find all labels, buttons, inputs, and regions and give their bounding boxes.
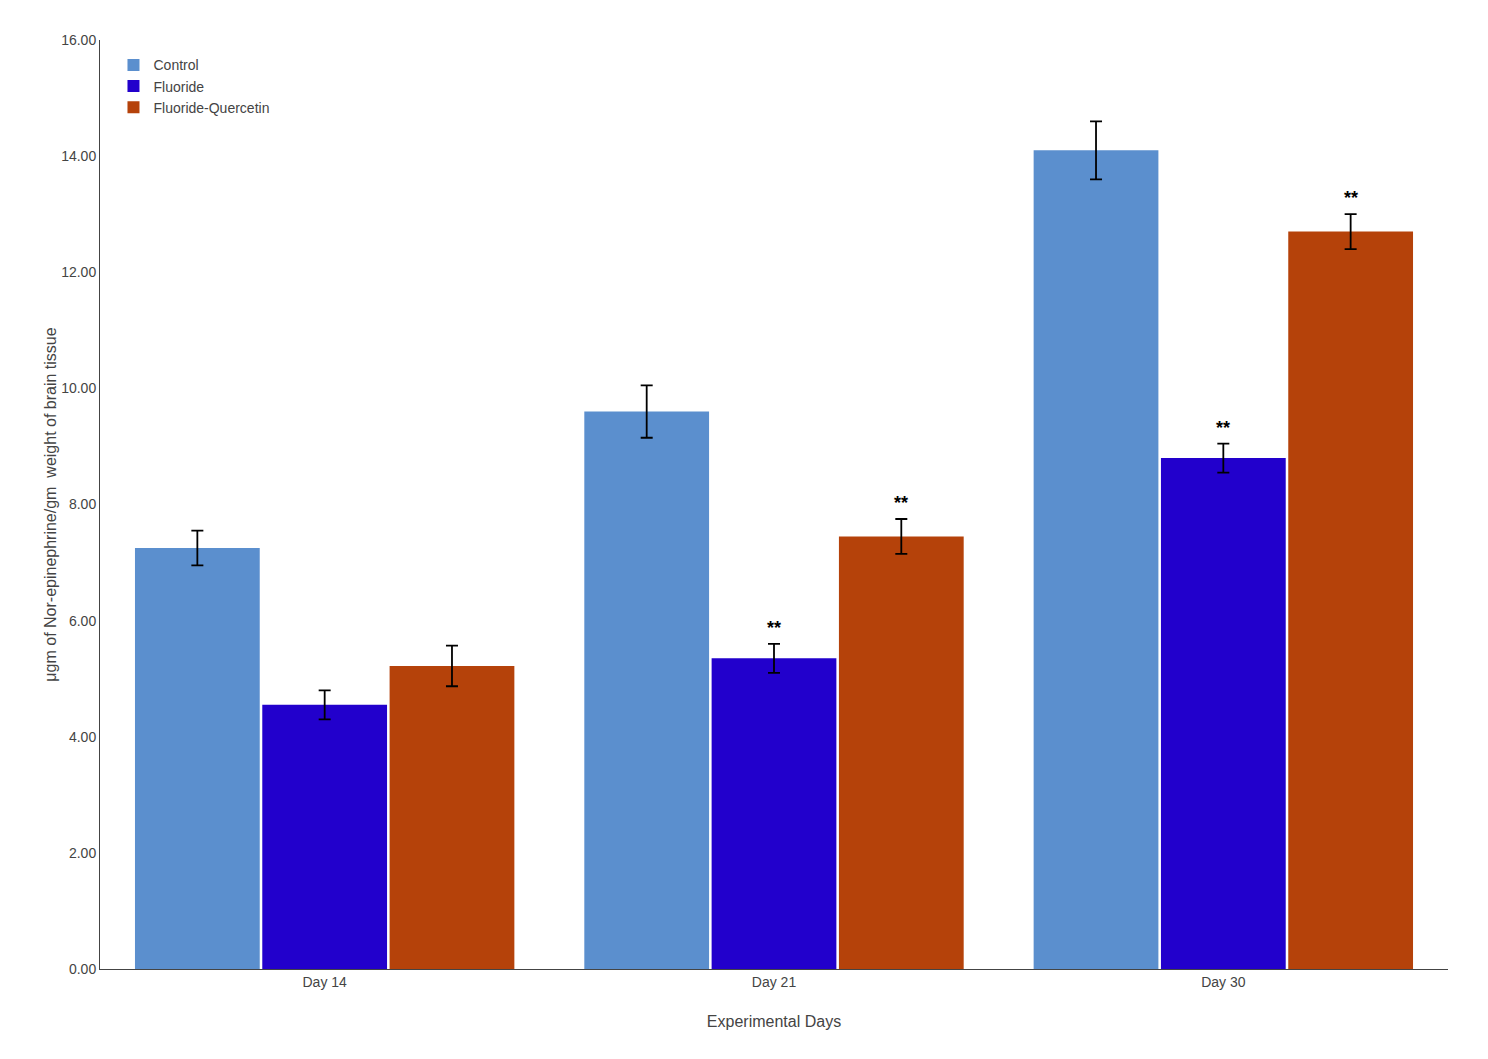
svg-text:Control: Control [153, 57, 198, 73]
svg-text:Day 21: Day 21 [752, 974, 797, 990]
svg-text:**: ** [1344, 188, 1358, 208]
svg-text:μgm of Nor-epinephrine/gm wei: μgm of Nor-epinephrine/gm weight of brai… [42, 327, 59, 681]
svg-text:4.00: 4.00 [69, 729, 96, 745]
svg-text:**: ** [894, 493, 908, 513]
svg-text:**: ** [767, 618, 781, 638]
svg-text:16.00: 16.00 [61, 32, 96, 48]
svg-text:0.00: 0.00 [69, 961, 96, 977]
svg-text:**: ** [1216, 418, 1230, 438]
svg-text:14.00: 14.00 [61, 148, 96, 164]
svg-text:2.00: 2.00 [69, 845, 96, 861]
svg-text:Day 14: Day 14 [302, 974, 347, 990]
svg-text:10.00: 10.00 [61, 380, 96, 396]
svg-text:Experimental Days: Experimental Days [707, 1013, 841, 1030]
svg-text:8.00: 8.00 [69, 496, 96, 512]
svg-text:12.00: 12.00 [61, 264, 96, 280]
svg-text:6.00: 6.00 [69, 613, 96, 629]
svg-text:Fluoride: Fluoride [153, 79, 204, 95]
svg-text:Fluoride-Quercetin: Fluoride-Quercetin [153, 100, 269, 116]
svg-text:Day 30: Day 30 [1201, 974, 1246, 990]
